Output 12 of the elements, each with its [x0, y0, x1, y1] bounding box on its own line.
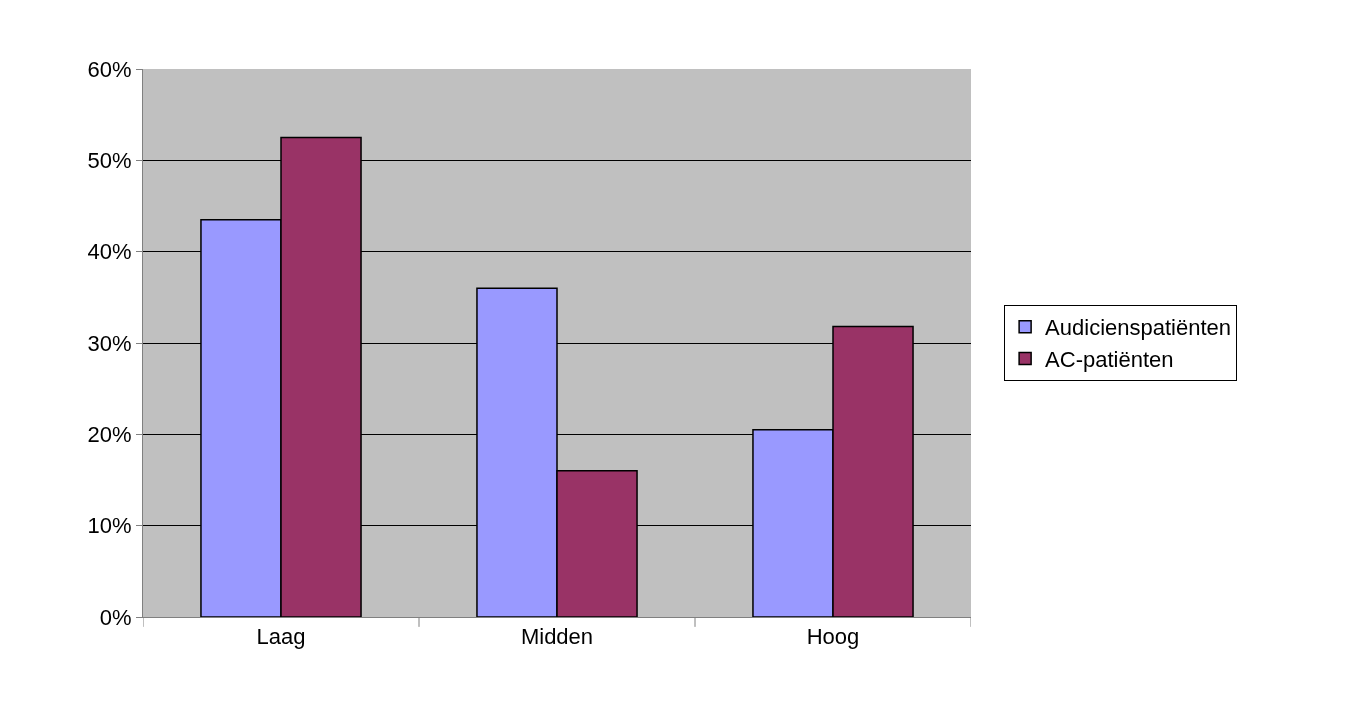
y-tick-label: 60% [87, 56, 132, 82]
legend-label: Audicienspatiënten [1045, 315, 1232, 341]
y-tick-label: 10% [87, 513, 132, 539]
x-tick-label: Hoog [806, 624, 860, 650]
x-tick-label: Midden [520, 624, 594, 650]
y-tick-label: 40% [87, 239, 132, 265]
x-tick-label: Laag [256, 624, 306, 650]
y-tick-label: 20% [87, 422, 132, 448]
legend-label: AC-patiënten [1045, 346, 1174, 372]
y-tick-label: 0% [99, 604, 132, 630]
y-tick-label: 50% [87, 148, 132, 174]
y-tick-label: 30% [87, 330, 132, 356]
